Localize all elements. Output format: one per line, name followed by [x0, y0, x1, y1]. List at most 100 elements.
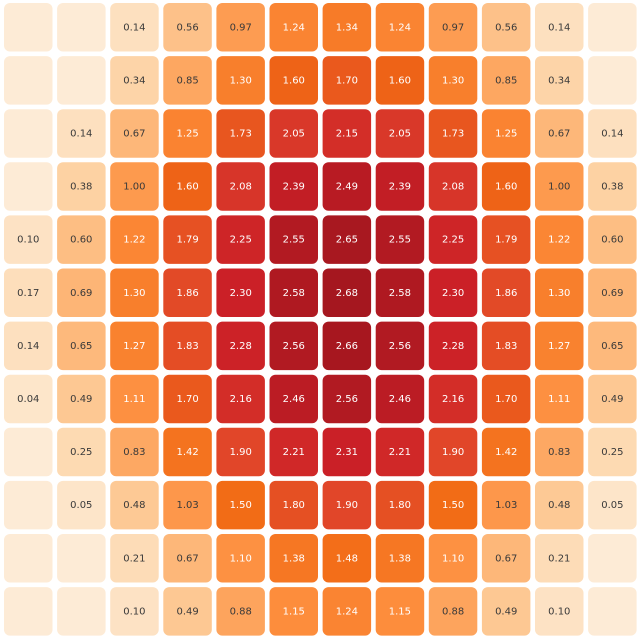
- cell-value-label: 1.42: [176, 447, 198, 458]
- heatmap-cell: [57, 321, 106, 371]
- heatmap-cell: [428, 162, 478, 211]
- cell-value-label: 0.69: [70, 288, 92, 299]
- cell-value-label: 0.14: [548, 22, 570, 33]
- cell-value-label: 1.25: [176, 128, 198, 139]
- heatmap-cell: [110, 215, 159, 264]
- cell-value-label: 0.10: [548, 606, 570, 617]
- heatmap-cell: [428, 56, 478, 105]
- cell-value-label: 1.25: [495, 128, 517, 139]
- heatmap-cell: [428, 3, 478, 52]
- cell-value-label: 2.28: [442, 341, 464, 352]
- cell-value-label: 0.49: [601, 394, 623, 405]
- cell-value-label: 0.83: [548, 447, 570, 458]
- heatmap-cell: [428, 109, 478, 158]
- heatmap-cell: [110, 268, 159, 317]
- heatmap-cell: [588, 427, 637, 477]
- cell-value-label: 0.48: [123, 500, 145, 511]
- cell-value-label: 1.60: [176, 182, 198, 193]
- heatmap-cell: [269, 321, 318, 371]
- cell-value-label: 2.56: [336, 394, 358, 405]
- cell-value-label: 2.21: [389, 447, 411, 458]
- heatmap-cell: [481, 109, 531, 158]
- heatmap-cell: [57, 162, 106, 211]
- heatmap-cell: [4, 321, 53, 371]
- cell-value-label: 0.49: [70, 394, 92, 405]
- cell-value-label: 0.04: [17, 394, 39, 405]
- cell-value-label: 1.22: [548, 235, 570, 246]
- heatmap-cell: [481, 587, 531, 636]
- heatmap-cell: [481, 215, 531, 264]
- heatmap-cell: [375, 534, 425, 583]
- cell-value-label: 0.56: [176, 22, 198, 33]
- cell-value-label: 0.21: [123, 553, 145, 564]
- heatmap-cell: [163, 3, 212, 52]
- cell-value-label: 1.60: [283, 75, 305, 86]
- cell-value-label: 1.70: [336, 75, 358, 86]
- heatmap-cell: [535, 587, 584, 636]
- heatmap-cell: [428, 374, 478, 424]
- cell-value-label: 0.14: [123, 22, 145, 33]
- cell-value-label: 0.56: [495, 22, 517, 33]
- heatmap-cell: [375, 109, 425, 158]
- heatmap-cell: [481, 480, 531, 530]
- cell-value-label: 1.73: [442, 128, 464, 139]
- heatmap-cell: [216, 427, 265, 477]
- heatmap-cell: [216, 321, 265, 371]
- cell-value-label: 1.03: [176, 500, 198, 511]
- heatmap-cell: [322, 56, 372, 105]
- cell-value-label: 1.86: [495, 288, 517, 299]
- heatmap-cell: [4, 480, 53, 530]
- heatmap-cell: [216, 162, 265, 211]
- heatmap-cell: [57, 534, 106, 583]
- heatmap-cell: [535, 321, 584, 371]
- heatmap-cell: [588, 162, 637, 211]
- heatmap-cell: [428, 534, 478, 583]
- heatmap-labels: 0.14 0.56 0.97 1.24 1.34 1.24 0.97 0.56 0.14 0.34…: [17, 22, 623, 617]
- heatmap-cell: [375, 215, 425, 264]
- cell-value-label: 1.15: [389, 606, 411, 617]
- heatmap-cell: [375, 3, 425, 52]
- heatmap-cell: [269, 480, 318, 530]
- heatmap-cell: [375, 162, 425, 211]
- heatmap-cell: [269, 3, 318, 52]
- heatmap-cell: [4, 109, 53, 158]
- cell-value-label: 1.80: [389, 500, 411, 511]
- heatmap-cell: [4, 534, 53, 583]
- cell-value-label: 0.48: [548, 500, 570, 511]
- heatmap-cell: [110, 56, 159, 105]
- cell-value-label: 0.34: [548, 75, 570, 86]
- heatmap-cell: [375, 374, 425, 424]
- heatmap-cell: [110, 109, 159, 158]
- heatmap-cell: [375, 587, 425, 636]
- cell-value-label: 1.24: [336, 606, 358, 617]
- cell-value-label: 2.08: [230, 182, 252, 193]
- cell-value-label: 2.46: [389, 394, 411, 405]
- cell-value-label: 1.86: [176, 288, 198, 299]
- heatmap-cell: [535, 162, 584, 211]
- cell-value-label: 0.10: [17, 235, 39, 246]
- heatmap-cell: [535, 56, 584, 105]
- heatmap-cell: [163, 162, 212, 211]
- heatmap-cell: [57, 587, 106, 636]
- heatmap-cell: [375, 427, 425, 477]
- heatmap-cell: [481, 268, 531, 317]
- heatmap-cell: [4, 215, 53, 264]
- cell-value-label: 2.58: [389, 288, 411, 299]
- cell-value-label: 0.97: [230, 22, 252, 33]
- cell-value-label: 0.67: [123, 128, 145, 139]
- heatmap-cell: [588, 534, 637, 583]
- heatmap-cell: [481, 427, 531, 477]
- cell-value-label: 1.73: [230, 128, 252, 139]
- heatmap-cell: [4, 374, 53, 424]
- cell-value-label: 0.88: [442, 606, 464, 617]
- heatmap-cell: [4, 3, 53, 52]
- heatmap-cell: [269, 268, 318, 317]
- cell-value-label: 0.60: [70, 235, 92, 246]
- cell-value-label: 1.38: [389, 553, 411, 564]
- heatmap-cell: [216, 109, 265, 158]
- cell-value-label: 2.39: [283, 182, 305, 193]
- cell-value-label: 0.67: [495, 553, 517, 564]
- cell-value-label: 0.38: [70, 182, 92, 193]
- heatmap-cell: [216, 587, 265, 636]
